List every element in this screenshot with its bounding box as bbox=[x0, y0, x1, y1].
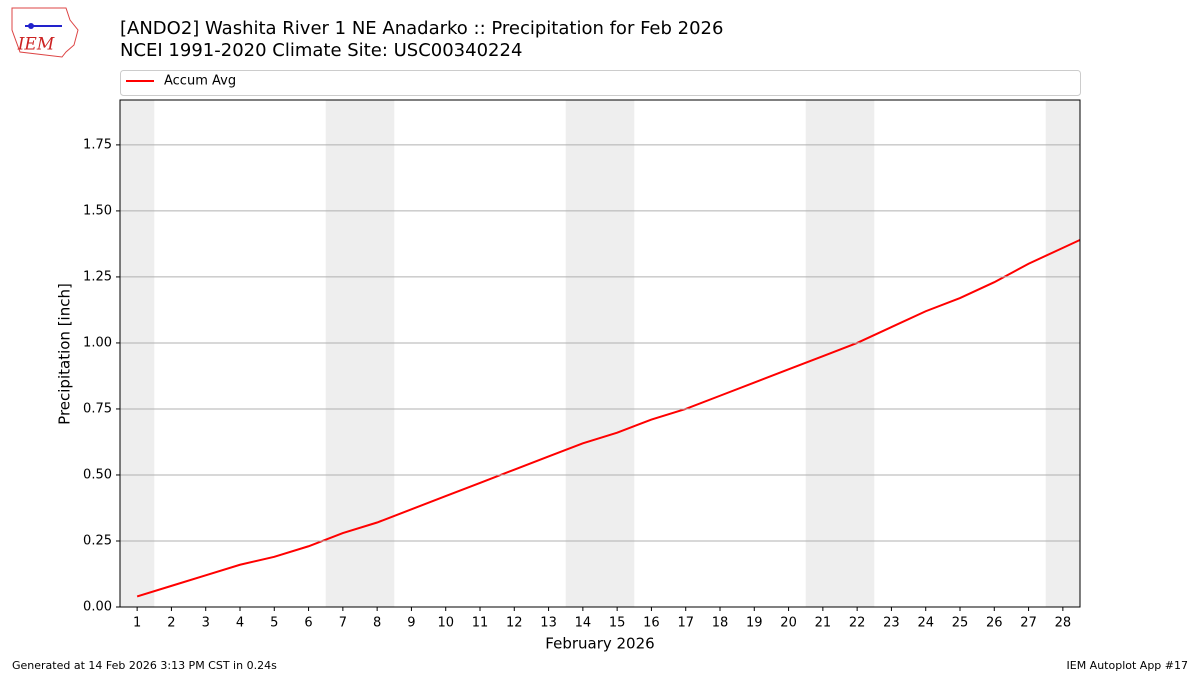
x-tick-label: 24 bbox=[917, 616, 934, 631]
x-tick-label: 2 bbox=[167, 616, 175, 631]
logo: IEM bbox=[11, 7, 79, 58]
x-tick-label: 21 bbox=[815, 616, 832, 631]
x-tick-label: 23 bbox=[883, 616, 900, 631]
x-tick-label: 7 bbox=[339, 616, 347, 631]
weekend-band bbox=[805, 100, 840, 607]
x-tick-label: 5 bbox=[270, 616, 278, 631]
chart-title: [ANDO2] Washita River 1 NE Anadarko :: P… bbox=[120, 18, 723, 39]
plot-frame bbox=[119, 99, 1081, 608]
y-tick-label: 1.25 bbox=[83, 269, 112, 284]
x-tick-label: 11 bbox=[472, 616, 489, 631]
footer-left: Generated at 14 Feb 2026 3:13 PM CST in … bbox=[12, 659, 277, 672]
x-tick-label: 13 bbox=[540, 616, 557, 631]
y-tick-label: 1.75 bbox=[83, 137, 112, 152]
series-line bbox=[136, 238, 1080, 598]
x-tick-label: 26 bbox=[986, 616, 1003, 631]
x-tick-label: 15 bbox=[609, 616, 626, 631]
y-tick-label: 1.50 bbox=[83, 203, 112, 218]
x-tick-label: 27 bbox=[1020, 616, 1037, 631]
chart-subtitle: NCEI 1991-2020 Climate Site: USC00340224 bbox=[120, 40, 522, 61]
x-tick-label: 20 bbox=[780, 616, 797, 631]
weekend-band bbox=[565, 100, 600, 607]
x-tick-label: 22 bbox=[849, 616, 866, 631]
legend-box bbox=[120, 70, 1081, 96]
x-tick-label: 8 bbox=[373, 616, 381, 631]
x-tick-label: 4 bbox=[236, 616, 244, 631]
y-tick-label: 0.25 bbox=[83, 533, 112, 548]
weekend-band bbox=[120, 100, 155, 607]
y-axis-label: Precipitation [inch] bbox=[56, 283, 74, 425]
x-tick-label: 3 bbox=[202, 616, 210, 631]
footer-right: IEM Autoplot App #17 bbox=[1067, 659, 1189, 672]
x-tick-label: 10 bbox=[437, 616, 454, 631]
plot-area bbox=[120, 100, 1080, 607]
y-tick-label: 1.00 bbox=[83, 335, 112, 350]
weekend-band bbox=[360, 100, 395, 607]
legend-label: Accum Avg bbox=[164, 74, 236, 89]
weekend-band bbox=[600, 100, 635, 607]
x-tick-label: 18 bbox=[712, 616, 729, 631]
y-tick-label: 0.50 bbox=[83, 467, 112, 482]
y-tick-label: 0.00 bbox=[83, 600, 112, 615]
x-tick-label: 19 bbox=[746, 616, 763, 631]
x-tick-label: 17 bbox=[677, 616, 694, 631]
y-tick-label: 0.75 bbox=[83, 401, 112, 416]
logo-text: IEM bbox=[17, 35, 55, 55]
x-tick-label: 9 bbox=[407, 616, 415, 631]
x-tick-label: 14 bbox=[575, 616, 592, 631]
x-tick-label: 1 bbox=[133, 616, 141, 631]
weekend-band bbox=[325, 100, 360, 607]
x-tick-label: 6 bbox=[304, 616, 312, 631]
x-tick-label: 12 bbox=[506, 616, 523, 631]
weekend-band bbox=[840, 100, 875, 607]
x-tick-label: 25 bbox=[952, 616, 969, 631]
x-tick-label: 16 bbox=[643, 616, 660, 631]
weekend-band bbox=[1045, 100, 1080, 607]
x-tick-label: 28 bbox=[1055, 616, 1072, 631]
x-axis-label: February 2026 bbox=[545, 635, 654, 653]
